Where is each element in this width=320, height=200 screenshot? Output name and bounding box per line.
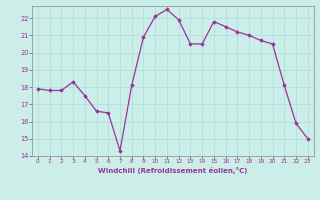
X-axis label: Windchill (Refroidissement éolien,°C): Windchill (Refroidissement éolien,°C) bbox=[98, 167, 247, 174]
